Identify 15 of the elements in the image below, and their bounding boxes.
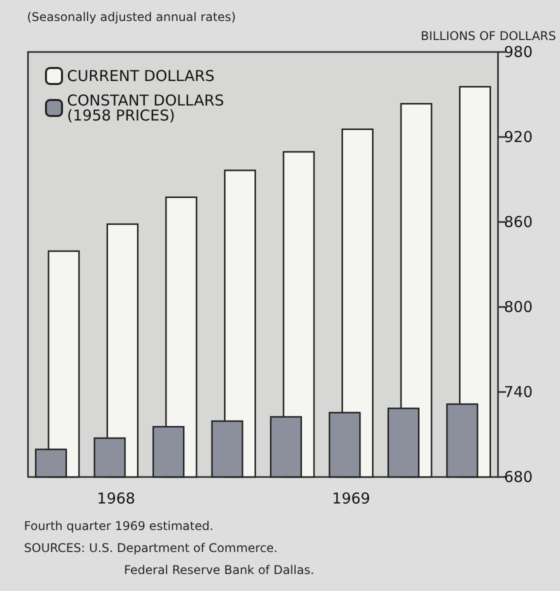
y-tick-label: 800 xyxy=(504,298,533,316)
y-tick-label: 740 xyxy=(504,383,533,401)
y-tick-label: 920 xyxy=(504,128,533,146)
source-note: SOURCES: U.S. Department of Commerce. xyxy=(24,541,278,555)
x-tick-label: 1969 xyxy=(332,490,370,508)
y-tick-label: 680 xyxy=(504,468,533,486)
legend-label: CONSTANT DOLLARS (1958 PRICES) xyxy=(67,92,224,124)
chart-title: (Seasonally adjusted annual rates) xyxy=(27,10,236,24)
text: Federal Reserve Bank of Dallas. xyxy=(124,563,314,577)
text: Fourth quarter 1969 estimated. xyxy=(24,519,214,533)
y-tick-label: 980 xyxy=(504,43,533,61)
y-tick-label: 860 xyxy=(504,213,533,231)
x-tick-label: 1968 xyxy=(97,490,136,508)
y-axis-title: BILLIONS OF DOLLARS xyxy=(420,29,556,43)
legend-label: CURRENT DOLLARS xyxy=(67,67,215,85)
